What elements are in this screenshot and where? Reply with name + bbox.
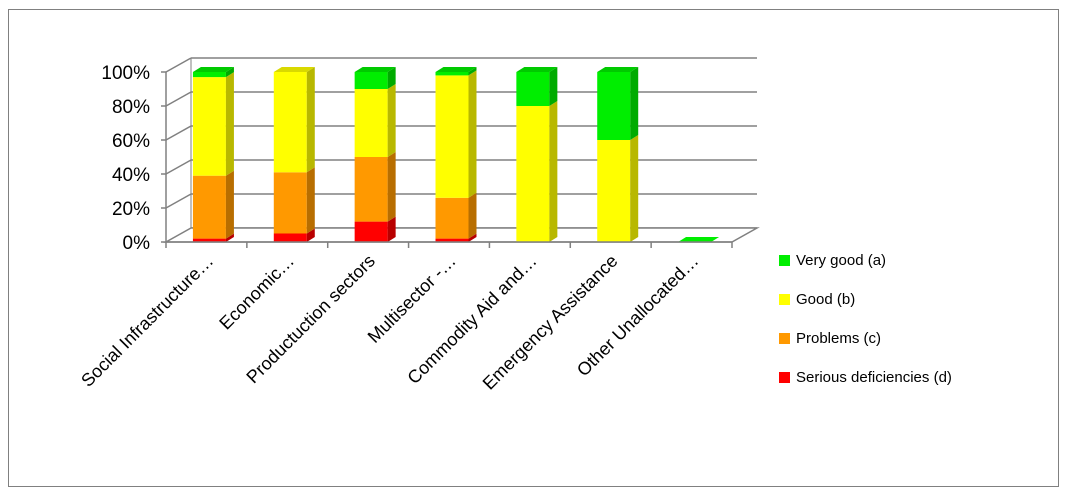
bar-segment [435,75,469,198]
legend-label: Good (b) [796,291,855,308]
gridline-depth [165,91,192,107]
bar-segment-side [468,67,477,76]
y-tick-label: 20% [112,199,150,220]
bar-segment [192,238,226,242]
bar-segment [516,106,550,242]
bar-top [273,67,315,72]
bar-segment-side [225,72,234,176]
bar-stack [678,237,720,242]
legend-label: Problems (c) [796,330,881,347]
bar-segment-side [468,192,477,239]
bar-top [516,67,558,72]
bar-segment-side [630,67,639,140]
bar-segment-side [468,70,477,198]
gridline-depth [165,193,192,209]
gridline-depth [165,159,192,175]
y-tick-label: 80% [112,97,150,118]
bar-segment [354,72,388,89]
bar-top [192,67,234,72]
y-axis-tick-labels: 0% 20% 40% 60% 80% 100% [101,63,150,254]
bar-top [597,67,639,72]
bar-segment [192,175,226,239]
bar-segment-side [387,67,396,89]
gridline-depth [165,57,192,73]
bar-segment [273,233,307,242]
bar-segment [192,77,226,176]
x-category-label: Emergency Assistance [479,251,622,394]
gridline-depth [165,125,192,141]
bar-stack [516,67,558,242]
bar-segment [435,72,469,76]
bar-segment-side [225,233,234,242]
y-tick-label: 40% [112,165,150,186]
legend-swatch [779,294,790,305]
bar-segment [597,140,631,242]
bar-segment-side [225,67,234,78]
legend-label: Serious deficiencies (d) [796,369,952,386]
legend-swatch [779,255,790,266]
bar-segment [354,221,388,242]
bar-segment-side [468,233,477,242]
legend: Very good (a) Good (b) Problems (c) Serious… [779,252,952,386]
y-tick-label: 100% [101,63,150,84]
bar-segment [192,72,226,78]
y-tick-label: 60% [112,131,150,152]
x-category-label: Economic… [215,251,298,334]
legend-swatch [779,372,790,383]
bar-segment [354,89,388,157]
bar-segment-side [549,67,558,106]
bar-segment-side [549,101,558,242]
bar-segment-side [630,135,639,242]
bar-stack [435,67,477,242]
bar-segment-side [306,67,315,173]
bar-segment [597,72,631,140]
bar-segment-side [387,84,396,157]
bar-segment [354,157,388,222]
bar-top [435,67,477,72]
x-axis-category-labels: Social Infrastructure…Economic…Productuc… [77,251,702,394]
x-axis [161,71,733,248]
bar-segment [273,72,307,173]
bar-segment-side [387,152,396,222]
bar-stack [597,67,639,242]
bar-stack [273,67,315,242]
x-category-label: Social Infrastructure… [77,251,217,391]
bar-segment-side [306,167,315,234]
bar-segment [273,172,307,234]
bar-top [354,67,396,72]
bar-stack [192,67,234,242]
bar-stack [354,67,396,242]
bar-segment-empty [678,237,720,242]
legend-label: Very good (a) [796,252,886,269]
bar-segment [516,72,550,106]
y-tick-label: 0% [123,233,151,254]
bar-segment-side [387,216,396,242]
bar-segment-side [306,228,315,242]
bar-segment [435,197,469,239]
legend-swatch [779,333,790,344]
bars [192,67,720,242]
bar-segment [435,238,469,242]
bar-segment-side [225,170,234,239]
